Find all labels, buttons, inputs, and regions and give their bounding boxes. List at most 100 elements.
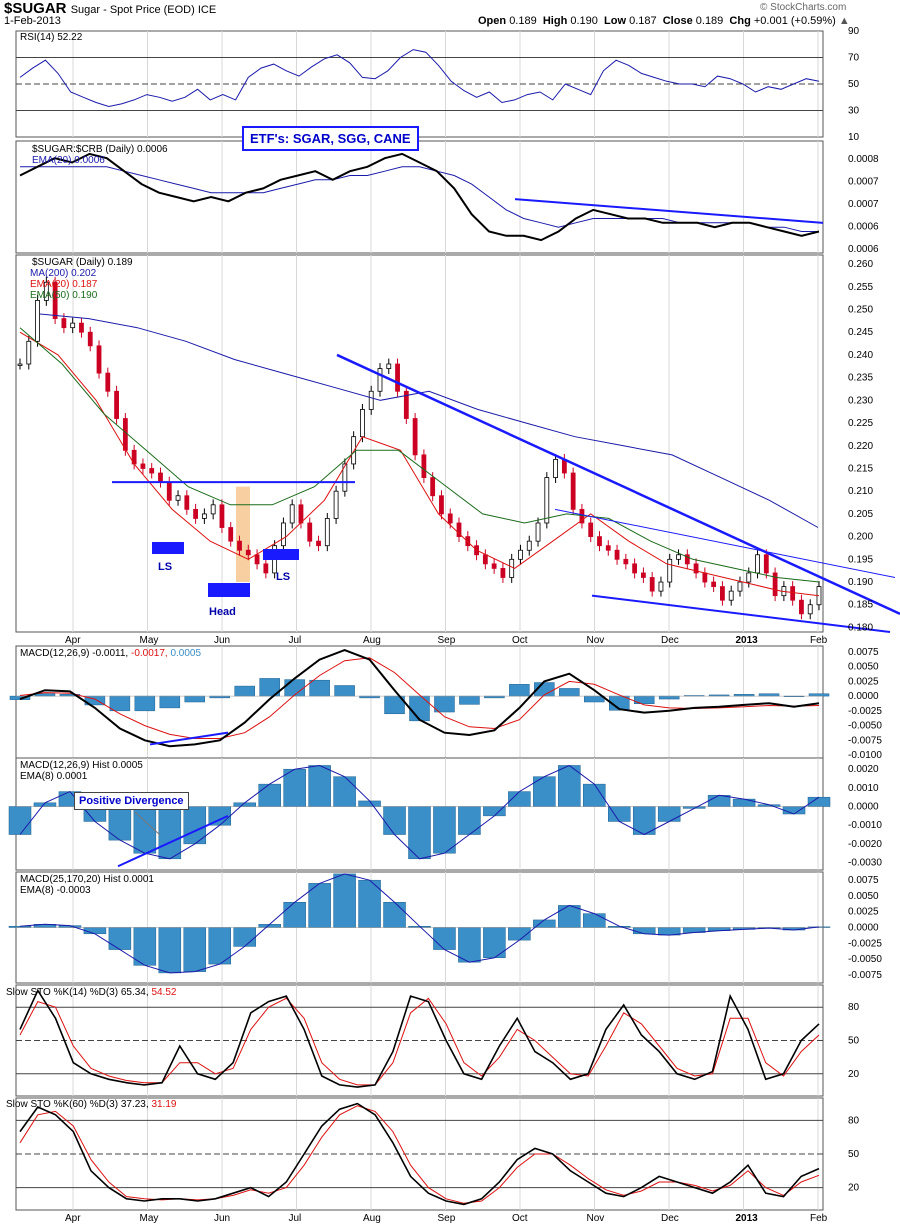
macd-hist-bar: [309, 679, 330, 697]
price-candle: [122, 418, 128, 451]
y-tick-label: -0.0050: [848, 954, 882, 965]
ratio-trendline-upper: [514, 198, 824, 224]
price-candle: [412, 418, 418, 456]
x-tick-label: Feb: [810, 635, 828, 646]
price-candle: [605, 545, 611, 551]
macd-hist-bar: [409, 695, 430, 722]
price-candle: [210, 504, 216, 515]
macd-hist-bar: [308, 765, 331, 807]
price-candle: [702, 572, 708, 583]
price-candle: [544, 477, 550, 524]
ratio-label: $SUGAR:$CRB (Daily) 0.0006: [32, 144, 168, 155]
y-tick-label: 0.0050: [848, 891, 879, 902]
price-candle: [447, 513, 453, 524]
y-tick-label: 0.190: [848, 577, 873, 588]
macd-hist-bar: [458, 806, 481, 835]
macd-hist-bar: [334, 685, 355, 697]
price-candle: [570, 472, 576, 510]
price-candle: [640, 572, 646, 578]
price-candle: [140, 463, 146, 469]
ema20-legend: EMA(20) 0.187: [30, 279, 98, 290]
price-candle: [87, 331, 93, 347]
y-tick-label: 0.225: [848, 418, 873, 429]
divergence-pointer: [134, 811, 161, 836]
x-tick-label: Aug: [363, 1213, 381, 1224]
macd-hist-bar: [158, 806, 182, 860]
rsi-line: [19, 49, 820, 108]
x-tick-label: May: [140, 635, 159, 646]
y-tick-label: 30: [848, 106, 860, 117]
head-box: [208, 583, 250, 597]
sto14-k-line: [19, 988, 820, 1088]
y-tick-label: 0.0006: [848, 244, 879, 255]
macd-long-hist-bar: [158, 927, 182, 974]
macd-hist-bar: [34, 693, 56, 697]
macd-hist-bar: [209, 695, 230, 699]
macd-long-hist-bar: [483, 927, 506, 959]
price-label: $SUGAR (Daily) 0.189: [32, 257, 133, 268]
x-tick-label: Feb: [810, 1213, 828, 1224]
x-tick-label: Oct: [512, 635, 528, 646]
x-tick-label: Apr: [65, 1213, 81, 1224]
ohlc-readout: Open 0.189 High 0.190 Low 0.187 Close 0.…: [478, 15, 850, 27]
macd-hist-bar: [509, 684, 530, 697]
price-candle: [456, 522, 462, 538]
price-candle: [289, 504, 295, 524]
price-candle: [35, 300, 40, 342]
price-candle: [693, 563, 699, 574]
macd-hist-bar: [434, 695, 455, 713]
y-tick-label: 10: [848, 132, 860, 143]
price-candle: [746, 572, 752, 583]
macd-long-hist-bar: [333, 873, 356, 928]
price-candle: [711, 581, 717, 587]
price-candle: [114, 390, 119, 419]
y-tick-label: 0.0050: [848, 662, 879, 673]
hist-divergence-line: [117, 814, 229, 868]
price-candle: [526, 540, 532, 551]
ma200-legend: MA(200) 0.202: [30, 268, 97, 279]
y-tick-label: 0.210: [848, 486, 873, 497]
price-candle: [158, 472, 163, 483]
x-tick-label: Nov: [587, 635, 605, 646]
macd-long-hist-bar: [283, 902, 306, 928]
macd-long-ema-label: EMA(8) -0.0003: [20, 885, 91, 896]
macd-long-hist-bar: [83, 927, 107, 935]
x-tick-label: Jun: [214, 635, 230, 646]
rsi-label: RSI(14) 52.22: [20, 32, 83, 43]
lower-channel-line: [591, 594, 891, 633]
price-candle: [430, 477, 436, 497]
y-tick-label: 50: [848, 1036, 860, 1047]
y-tick-label: 0.195: [848, 554, 873, 565]
macd-hist-bar: [559, 688, 580, 697]
price-candle: [632, 563, 638, 574]
macd-hist-bar: [733, 694, 755, 697]
macd-hist-bar: [584, 695, 605, 703]
price-candle: [588, 522, 594, 538]
macd-hist-bar: [134, 695, 156, 712]
panel-frame: [15, 254, 824, 633]
macd-hist-bar: [359, 695, 380, 699]
price-candle: [351, 436, 357, 465]
price-candle: [807, 604, 813, 615]
price-candle: [166, 481, 172, 501]
y-tick-label: 0.185: [848, 600, 873, 611]
macd-hist-bar: [732, 798, 756, 807]
y-tick-label: 0.0025: [848, 676, 879, 687]
price-candle: [360, 409, 365, 438]
y-tick-label: -0.0010: [848, 820, 882, 831]
y-tick-label: 0.0006: [848, 222, 879, 233]
macd-divergence-line: [149, 731, 229, 746]
y-tick-label: -0.0025: [848, 706, 882, 717]
price-candle: [79, 322, 84, 333]
macd-hist-bar: [707, 795, 731, 807]
x-tick-label: Jul: [289, 635, 302, 646]
y-tick-label: 0.0007: [848, 199, 879, 210]
macd-hist-bar: [283, 768, 306, 807]
x-tick-label: Sep: [438, 1213, 456, 1224]
price-candle: [772, 572, 778, 597]
y-tick-label: 0.0025: [848, 907, 879, 918]
price-candle: [281, 522, 286, 547]
x-tick-label: Dec: [661, 635, 679, 646]
ratio-line: [19, 152, 820, 242]
macd-label: MACD(12,26,9) -0.0011, -0.0017, 0.0005: [20, 648, 202, 659]
